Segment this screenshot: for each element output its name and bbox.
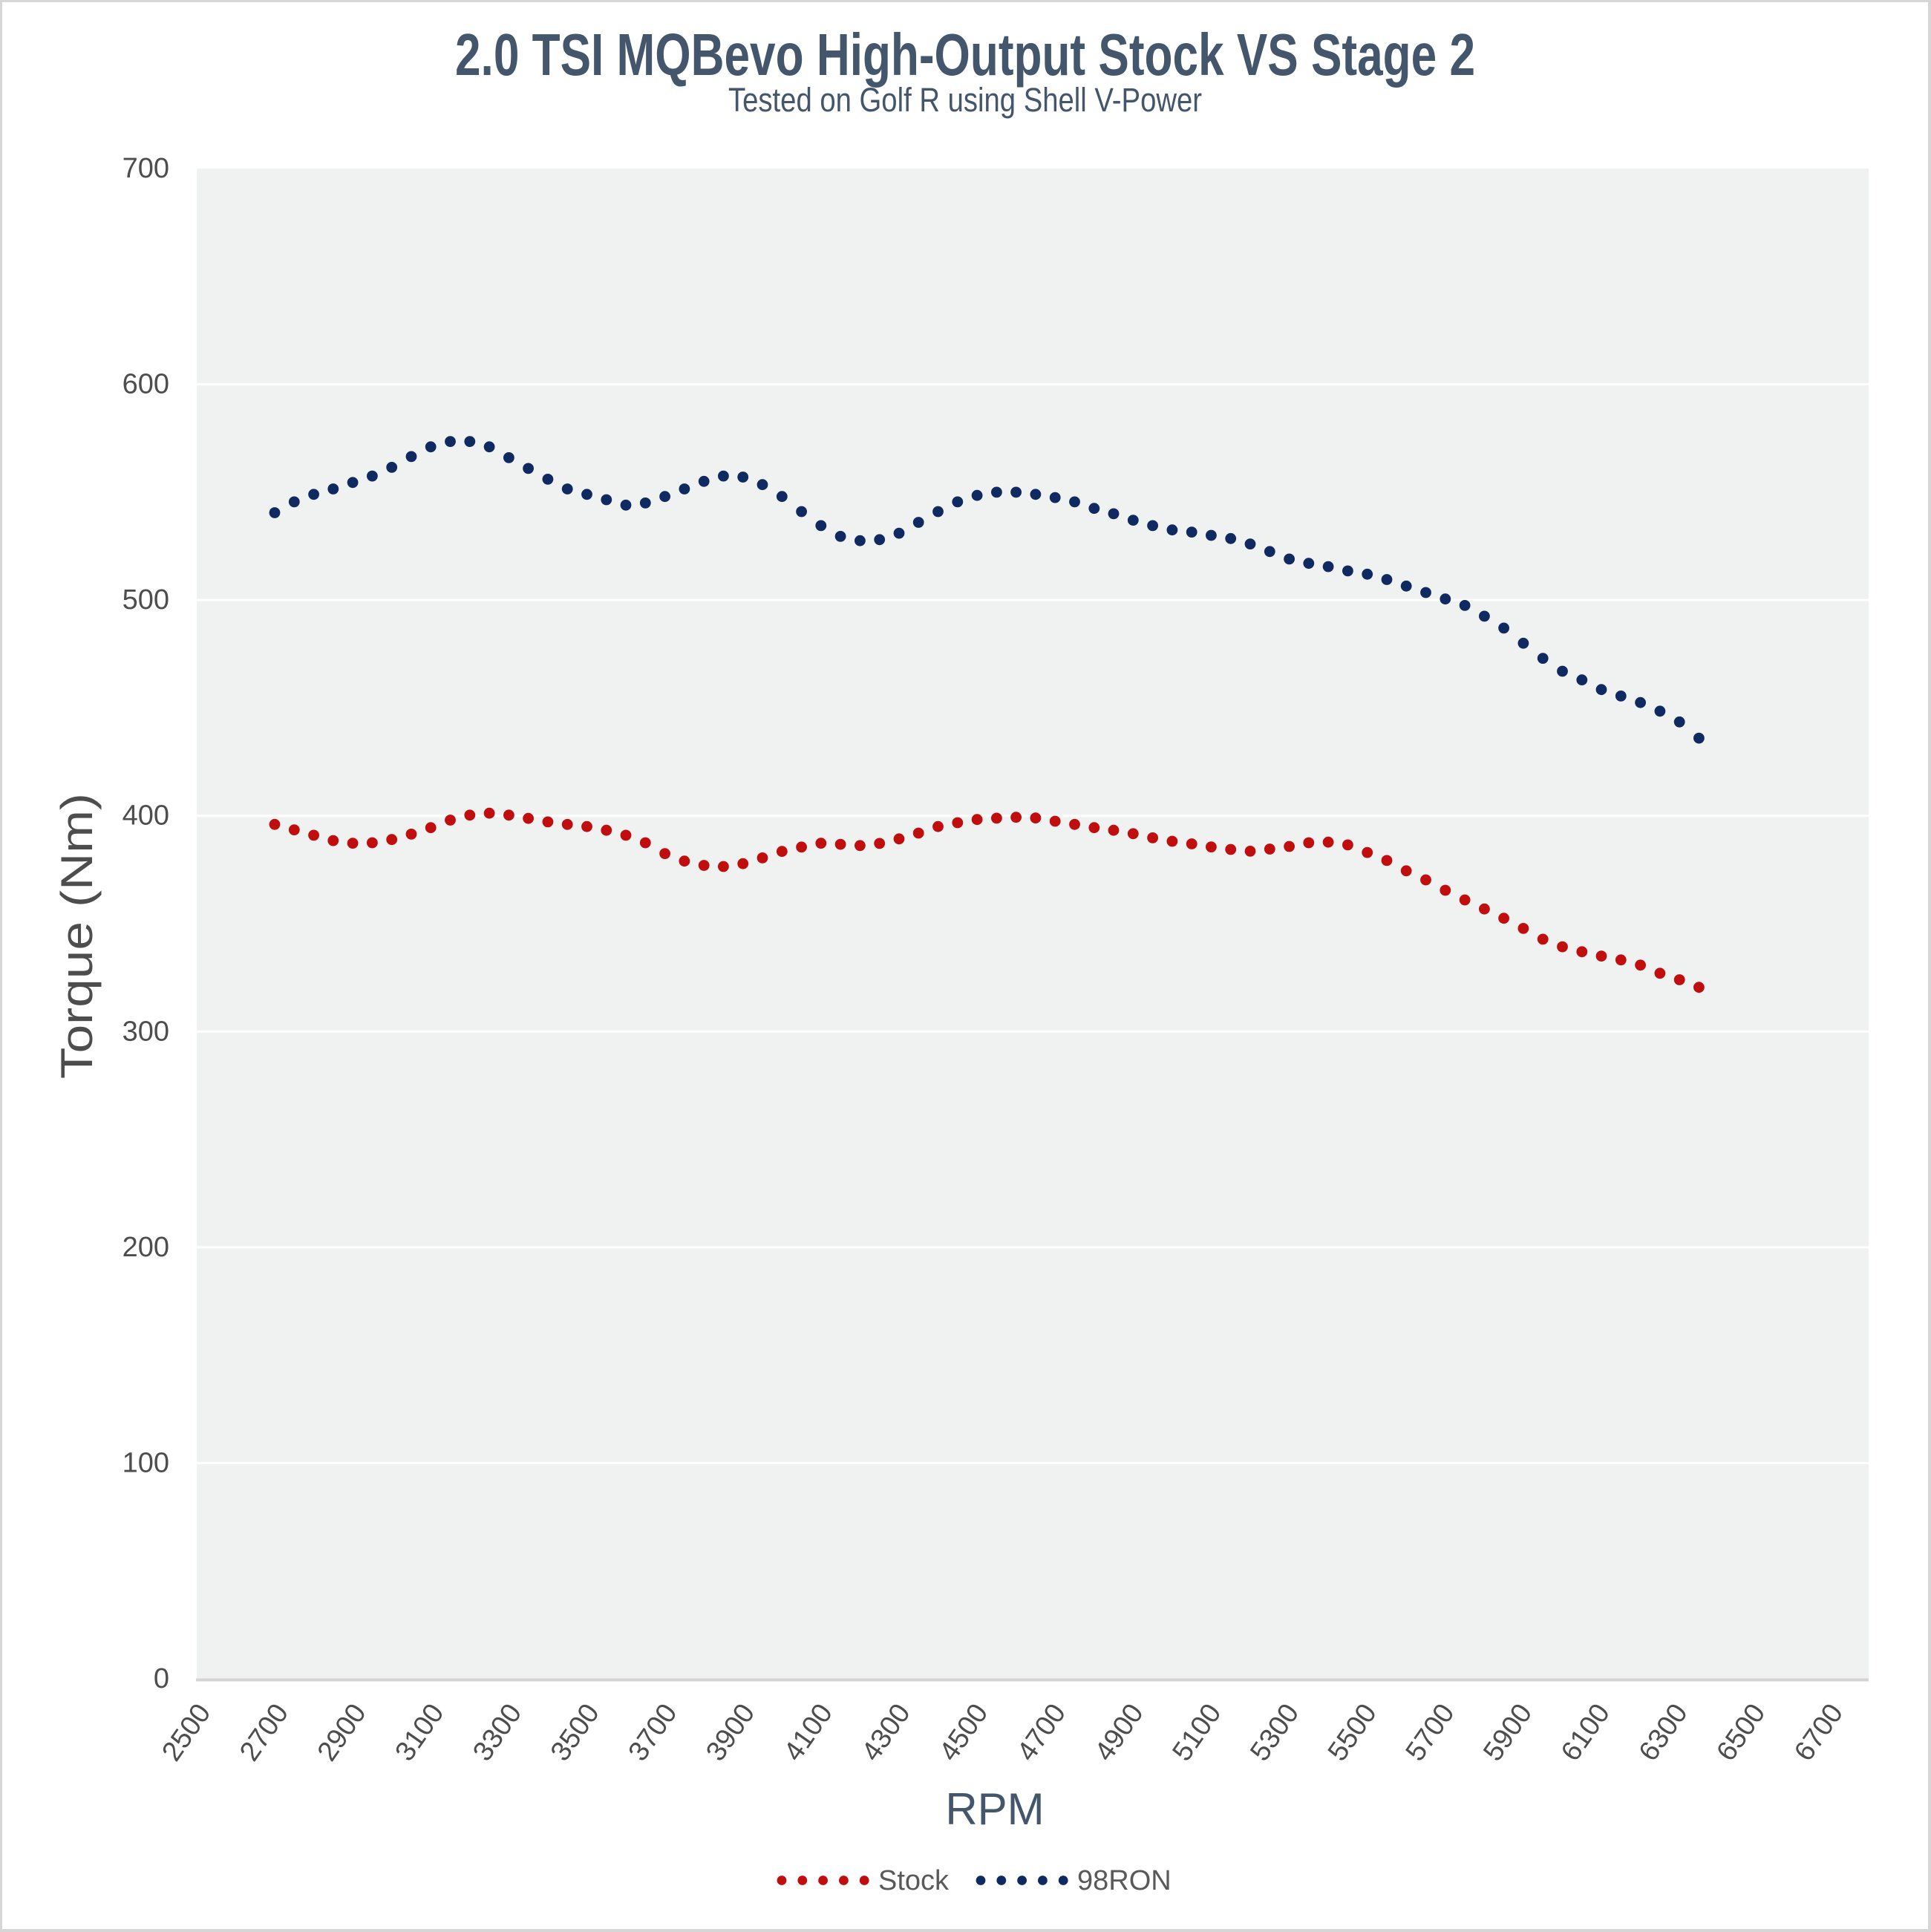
svg-text:RPM: RPM	[945, 1784, 1044, 1834]
svg-text:Torque (Nm): Torque (Nm)	[52, 793, 102, 1079]
svg-text:100: 100	[122, 1447, 169, 1478]
svg-text:200: 200	[122, 1232, 169, 1263]
svg-text:600: 600	[122, 369, 169, 400]
svg-text:Tested on Golf R using Shell V: Tested on Golf R using Shell V-Power	[728, 81, 1202, 119]
svg-text:Stock: Stock	[878, 1865, 950, 1896]
svg-text:500: 500	[122, 584, 169, 616]
svg-text:700: 700	[122, 153, 169, 184]
svg-text:2.0 TSI MQBevo High-Output Sto: 2.0 TSI MQBevo High-Output Stock VS Stag…	[455, 22, 1475, 88]
svg-text:0: 0	[154, 1663, 169, 1694]
svg-text:98RON: 98RON	[1077, 1865, 1172, 1896]
svg-text:400: 400	[122, 800, 169, 832]
svg-text:300: 300	[122, 1016, 169, 1047]
